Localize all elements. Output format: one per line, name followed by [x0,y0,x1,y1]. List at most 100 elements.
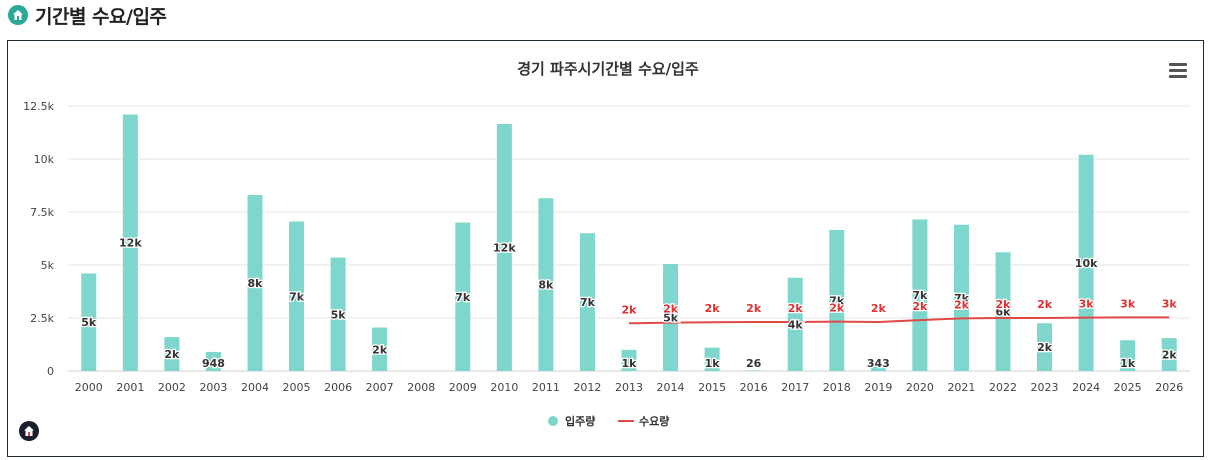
bar-data-label: 6k [996,306,1012,319]
bar-series [81,114,1177,372]
bar-data-label: 4k [788,318,804,331]
line-data-label: 2k [829,302,845,315]
bar-data-label: 12k [493,242,516,255]
chart-menu-button[interactable] [1169,61,1187,79]
home-logo-icon [19,421,39,441]
x-axis-ticks: 2000 2001 2002 2003 2004 2005 2006 2007 2008 2009… [75,381,1183,394]
line-data-label: 3k [1162,297,1178,310]
bar-data-label: 1k [622,357,638,370]
bar-data-label: 26 [746,357,762,370]
bar [122,114,138,371]
x-tick-label: 2018 [823,381,851,394]
home-icon [8,5,28,25]
bar [621,349,637,371]
line-data-label: 2k [663,303,679,316]
section-title: 기간별 수요/입주 [35,5,167,28]
line-data-label: 2k [954,298,970,311]
x-tick-label: 2010 [490,381,518,394]
legend-item-demand[interactable]: 수요량 [618,415,669,428]
x-tick-label: 2015 [698,381,726,394]
bar [81,273,97,371]
x-tick-label: 2021 [947,381,975,394]
x-tick-label: 2012 [573,381,601,394]
x-tick-label: 2025 [1114,381,1142,394]
y-tick-label: 10k [34,153,55,166]
bar [912,219,928,371]
bar-data-label: 1k [1120,357,1136,370]
bar-data-label: 8k [248,277,264,290]
line-data-label: 2k [1037,298,1053,311]
bar-data-label: 7k [580,296,596,309]
bar [496,124,512,372]
line-data-label: 2k [912,300,928,313]
bar [953,224,969,371]
hamburger-menu-icon [1169,63,1187,66]
x-tick-label: 2006 [324,381,352,394]
bar [1120,340,1136,371]
x-tick-label: 2009 [449,381,477,394]
legend-item-supply[interactable]: 입주량 [548,415,595,428]
x-tick-label: 2007 [366,381,394,394]
line-series [628,316,1170,325]
legend-label-demand: 수요량 [639,415,669,428]
x-tick-label: 2002 [158,381,186,394]
line-data-label: 2k [871,302,887,315]
bar-data-label: 2k [372,343,388,356]
grid-lines [68,105,1190,372]
bar-data-label: 7k [912,289,928,302]
demand-supply-chart: 경기 파주시기간별 수요/입주 0 2.5k 5k 7.5k 10k 12.5k 2000… [23,60,1190,428]
bar [289,221,305,371]
demand-line [628,316,1170,325]
bar [663,263,679,371]
x-tick-label: 2014 [657,381,685,394]
x-tick-label: 2000 [75,381,103,394]
x-tick-label: 2008 [407,381,435,394]
bar-data-label: 7k [289,290,305,303]
legend-label-supply: 입주량 [565,415,595,428]
bar-data-label: 5k [331,308,347,321]
bar [704,347,720,371]
bar [995,252,1011,371]
bar [455,222,471,371]
y-tick-label: 2.5k [30,312,54,325]
bar [330,257,346,371]
line-data-label: 2k [788,302,804,315]
chart-panel: 경기 파주시기간별 수요/입주 0 2.5k 5k 7.5k 10k 12.5k 2000… [7,40,1204,457]
x-tick-label: 2004 [241,381,269,394]
line-data-label: 3k [1079,298,1095,311]
bar-data-label: 10k [1075,257,1098,270]
y-tick-label: 7.5k [30,206,54,219]
x-tick-label: 2026 [1155,381,1183,394]
line-data-labels: 2k 2k 2k 2k 2k 2k 2k 2k 2k 2k 2k 3k 3k 3k [620,296,1178,317]
line-data-label: 3k [1120,297,1136,310]
bar-data-label: 5k [663,311,679,324]
chart-title: 경기 파주시기간별 수요/입주 [517,60,699,78]
bar [870,363,886,371]
bar [787,277,803,371]
y-tick-label: 0 [47,365,54,378]
bar-data-label: 1k [705,357,721,370]
x-tick-label: 2024 [1072,381,1100,394]
y-axis-ticks: 0 2.5k 5k 7.5k 10k 12.5k [23,100,54,378]
bar-data-label: 5k [81,316,97,329]
legend: 입주량 수요량 [548,415,669,428]
x-tick-label: 2020 [906,381,934,394]
line-data-label: 2k [622,303,638,316]
bar [1161,338,1177,371]
line-data-label: 2k [746,302,762,315]
bar-data-label: 12k [119,237,142,250]
x-tick-label: 2005 [283,381,311,394]
bar-data-label: 7k [954,292,970,305]
x-tick-label: 2023 [1031,381,1059,394]
bar [1037,323,1053,371]
y-tick-label: 12.5k [23,100,54,113]
x-tick-label: 2016 [740,381,768,394]
bar [247,195,263,371]
x-tick-label: 2003 [199,381,227,394]
bar [746,370,762,371]
line-data-label: 2k [996,298,1012,311]
bar-data-label: 2k [1162,349,1178,362]
bar-data-label: 7k [455,291,471,304]
x-tick-label: 2011 [532,381,560,394]
